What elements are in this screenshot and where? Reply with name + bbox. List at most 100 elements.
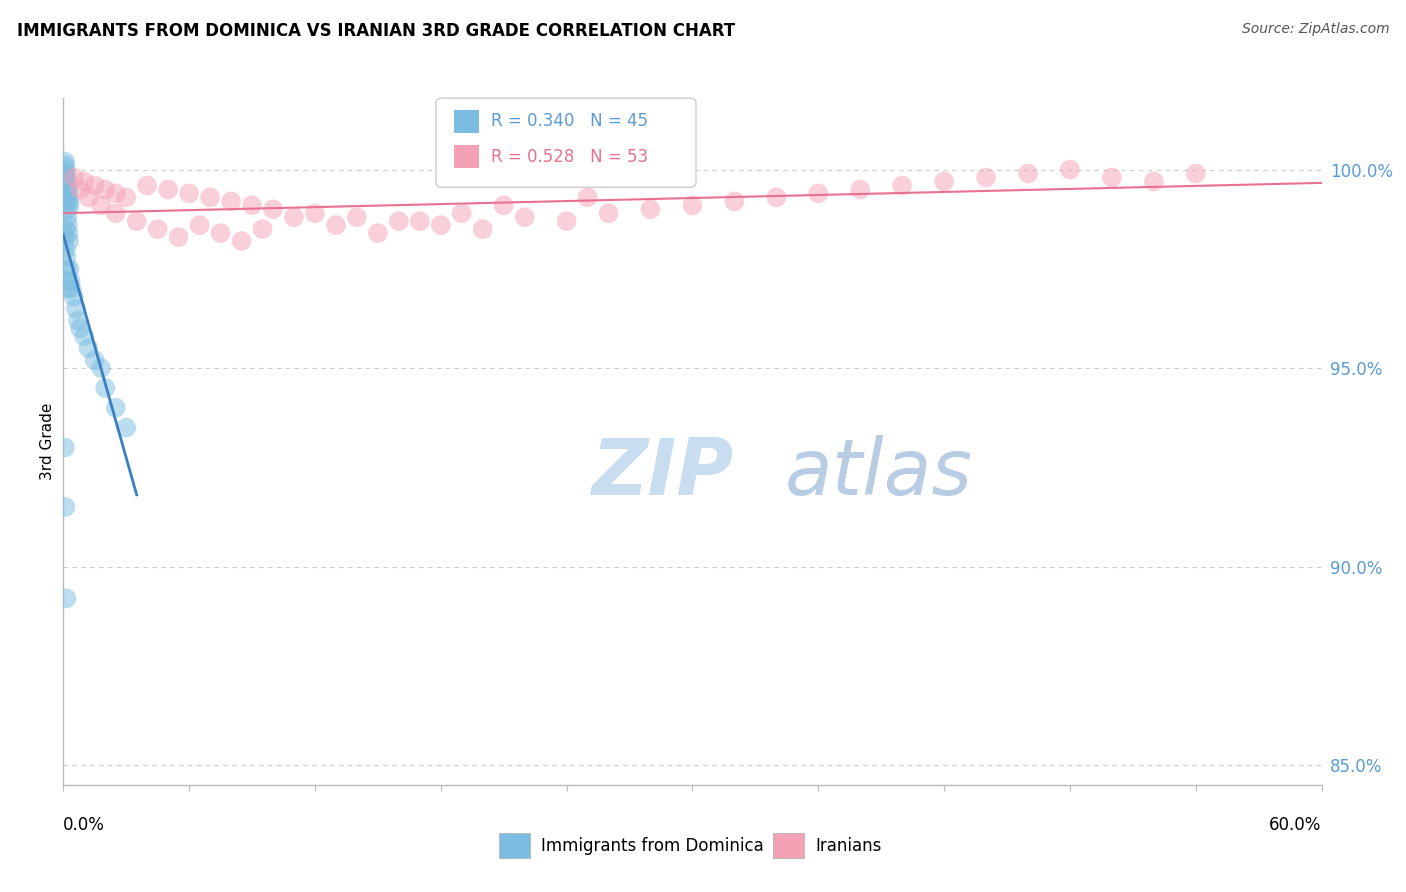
Point [53, 500, 76, 514]
Point [682, 198, 704, 212]
Point [262, 202, 284, 217]
Text: ZIP: ZIP [591, 434, 733, 511]
Point [576, 190, 599, 204]
Point [555, 214, 578, 228]
Point [58, 198, 80, 212]
Point [58, 190, 80, 204]
Text: IMMIGRANTS FROM DOMINICA VS IRANIAN 3RD GRADE CORRELATION CHART: IMMIGRANTS FROM DOMINICA VS IRANIAN 3RD … [17, 22, 735, 40]
Point [471, 222, 494, 236]
Point [58, 234, 80, 248]
Point [56, 211, 79, 225]
Point [55, 591, 77, 606]
Point [807, 186, 830, 201]
Point [58, 194, 80, 209]
Point [723, 194, 745, 209]
Point [53, 222, 76, 236]
Point [1185, 167, 1208, 181]
Text: 0.0%: 0.0% [63, 816, 105, 834]
Point [90, 198, 112, 212]
Text: Iranians: Iranians [815, 837, 882, 855]
Point [55, 194, 77, 209]
Point [56, 274, 79, 288]
Point [94, 381, 117, 395]
Point [77, 190, 100, 204]
Point [56, 182, 79, 196]
Point [219, 194, 242, 209]
Text: Source: ZipAtlas.com: Source: ZipAtlas.com [1241, 22, 1389, 37]
Y-axis label: 3rd Grade: 3rd Grade [39, 403, 55, 480]
Point [188, 218, 211, 232]
Point [304, 206, 326, 220]
Point [58, 261, 80, 276]
Text: R = 0.340   N = 45: R = 0.340 N = 45 [491, 112, 648, 130]
Point [65, 301, 87, 316]
Point [765, 190, 787, 204]
Point [58, 226, 80, 240]
Point [209, 226, 232, 240]
Point [157, 182, 180, 196]
Point [252, 222, 274, 236]
Point [1059, 162, 1081, 177]
Point [55, 186, 77, 201]
Point [513, 211, 536, 225]
Point [62, 170, 84, 185]
Point [934, 174, 956, 188]
Point [430, 218, 453, 232]
Point [55, 170, 77, 185]
Point [53, 154, 76, 169]
Point [83, 178, 105, 193]
Point [1017, 167, 1039, 181]
Point [69, 182, 91, 196]
Point [53, 162, 76, 177]
Point [53, 441, 76, 455]
Point [598, 206, 620, 220]
Point [55, 250, 77, 264]
Text: 60.0%: 60.0% [1270, 816, 1322, 834]
Point [62, 290, 84, 304]
Point [179, 186, 201, 201]
Point [69, 321, 91, 335]
Point [53, 178, 76, 193]
Point [849, 182, 872, 196]
Point [66, 313, 89, 327]
Point [56, 178, 79, 193]
Point [1101, 170, 1123, 185]
Text: atlas: atlas [785, 434, 973, 511]
Point [73, 174, 96, 188]
Point [115, 420, 138, 434]
Point [55, 167, 77, 181]
Point [198, 190, 221, 204]
Point [125, 214, 148, 228]
Point [59, 274, 82, 288]
Point [60, 282, 83, 296]
Point [136, 178, 159, 193]
Point [53, 159, 76, 173]
Point [90, 361, 112, 376]
Point [55, 242, 77, 256]
Point [53, 230, 76, 244]
Point [73, 329, 96, 343]
Point [367, 226, 389, 240]
Point [77, 341, 100, 355]
Point [104, 401, 127, 415]
Point [346, 211, 368, 225]
Point [104, 186, 127, 201]
Point [53, 170, 76, 185]
Point [388, 214, 411, 228]
Point [83, 353, 105, 368]
Point [640, 202, 662, 217]
Point [891, 178, 914, 193]
Point [450, 206, 472, 220]
Point [167, 230, 190, 244]
Point [492, 198, 515, 212]
Point [409, 214, 432, 228]
Point [56, 261, 79, 276]
Point [56, 218, 79, 232]
Point [56, 202, 79, 217]
Point [146, 222, 169, 236]
Text: R = 0.528   N = 53: R = 0.528 N = 53 [491, 148, 648, 166]
Point [325, 218, 347, 232]
Point [56, 186, 79, 201]
Point [104, 206, 127, 220]
Point [240, 198, 263, 212]
